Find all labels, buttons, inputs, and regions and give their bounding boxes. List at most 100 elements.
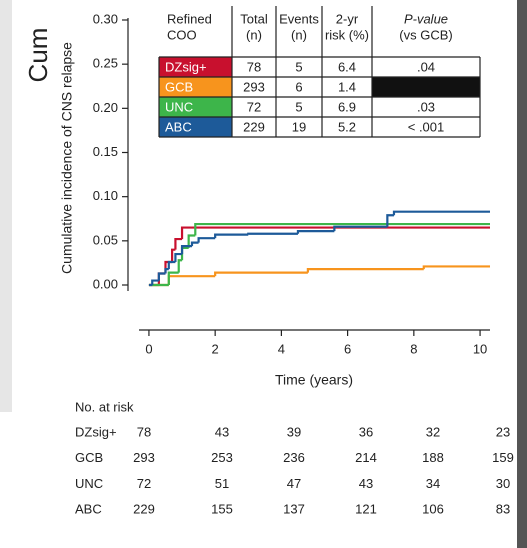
- table-cell: 1.4: [338, 79, 356, 94]
- table-header: risk (%): [325, 27, 369, 42]
- table-cell: 6.4: [338, 59, 356, 74]
- step-segment: [306, 268, 424, 273]
- table-header: (n): [246, 27, 262, 42]
- legend-label: ABC: [165, 119, 192, 134]
- x-tick-label: 2: [212, 341, 219, 356]
- at-risk-count: 32: [426, 424, 440, 439]
- at-risk-label: ABC: [75, 502, 102, 517]
- step-segment: [422, 265, 490, 270]
- table-cell: 5.2: [338, 119, 356, 134]
- at-risk-count: 188: [422, 450, 444, 465]
- step-segment: [157, 272, 166, 281]
- at-risk-count: 39: [287, 424, 301, 439]
- table-header: (n): [291, 27, 307, 42]
- y-tick-label: 0.25: [93, 56, 118, 71]
- at-risk-count: 159: [492, 450, 514, 465]
- at-risk-count: 253: [211, 450, 233, 465]
- step-segment: [187, 234, 196, 248]
- y-tick-label: 0.15: [93, 144, 118, 159]
- legend-label: DZsig+: [165, 59, 207, 74]
- at-risk-count: 30: [496, 476, 510, 491]
- table-cell: < .001: [408, 119, 445, 134]
- step-segment: [177, 259, 183, 273]
- y-tick-label: 0.30: [93, 11, 118, 26]
- step-segment: [333, 225, 388, 232]
- x-tick-label: 6: [344, 341, 351, 356]
- at-risk-count: 293: [133, 450, 155, 465]
- at-risk-count: 121: [355, 502, 377, 517]
- y-axis-label: Cumulative incidence of CNS relapse: [59, 42, 75, 274]
- table-header: COO: [167, 27, 197, 42]
- table-header: 2-yr: [336, 11, 359, 26]
- step-segment: [214, 233, 249, 239]
- at-risk-count: 83: [496, 502, 510, 517]
- side-strip: [0, 0, 12, 412]
- at-risk-count: 36: [359, 424, 373, 439]
- y-tick-label: 0.00: [93, 276, 118, 291]
- step-segment: [174, 252, 183, 263]
- at-risk-count: 47: [287, 476, 301, 491]
- at-risk-count: 106: [422, 502, 444, 517]
- step-segment: [171, 248, 176, 263]
- table-header: Total: [240, 11, 268, 26]
- table-cell: 6: [295, 79, 302, 94]
- at-risk-count: 155: [211, 502, 233, 517]
- table-cell: 229: [243, 119, 265, 134]
- x-tick-label: 0: [145, 341, 152, 356]
- at-risk-count: 43: [359, 476, 373, 491]
- at-risk-count: 23: [496, 424, 510, 439]
- legend-swatch: [159, 117, 232, 137]
- blank-cell: [372, 77, 480, 97]
- at-risk-count: 34: [426, 476, 440, 491]
- step-segment: [180, 245, 192, 255]
- table-cell: 5: [295, 59, 302, 74]
- table-header: (vs GCB): [399, 27, 452, 42]
- x-tick-label: 8: [410, 341, 417, 356]
- at-risk-count: 43: [215, 424, 229, 439]
- step-segment: [167, 271, 179, 285]
- step-segment: [197, 237, 216, 243]
- step-segment: [174, 237, 183, 250]
- table-header: P-value: [404, 11, 448, 26]
- step-segment: [194, 222, 490, 236]
- at-risk-count: 236: [283, 450, 305, 465]
- step-segment: [167, 275, 216, 285]
- y-tick-label: 0.10: [93, 188, 118, 203]
- x-tick-label: 10: [473, 341, 487, 356]
- table-cell: 6.9: [338, 99, 356, 114]
- at-risk-count: 72: [137, 476, 151, 491]
- legend-swatch: [159, 97, 232, 117]
- step-segment: [167, 260, 176, 270]
- step-segment: [180, 226, 490, 240]
- table-cell: 5: [295, 99, 302, 114]
- at-risk-count: 137: [283, 502, 305, 517]
- legend-swatch: [159, 57, 232, 77]
- at-risk-label: DZsig+: [75, 424, 117, 439]
- step-segment: [164, 268, 169, 274]
- at-risk-count: 78: [137, 424, 151, 439]
- x-axis-label: Time (years): [275, 372, 353, 388]
- table-cell: .03: [417, 99, 435, 114]
- table-cell: 19: [292, 119, 306, 134]
- legend-swatch: [159, 77, 232, 97]
- y-tick-label: 0.20: [93, 100, 118, 115]
- y-tick-label: 0.05: [93, 232, 118, 247]
- table-cell: 78: [247, 59, 261, 74]
- at-risk-label: GCB: [75, 450, 103, 465]
- at-risk-count: 51: [215, 476, 229, 491]
- step-segment: [214, 271, 308, 277]
- edge-strip: [517, 0, 527, 548]
- table-cell: 72: [247, 99, 261, 114]
- step-segment: [247, 232, 298, 235]
- table-cell: .04: [417, 59, 435, 74]
- step-segment: [392, 210, 490, 216]
- at-risk-label: UNC: [75, 476, 103, 491]
- step-segment: [151, 279, 159, 285]
- at-risk-count: 229: [133, 502, 155, 517]
- table-cell: 293: [243, 79, 265, 94]
- legend-label: UNC: [165, 99, 193, 114]
- cropped-text: Cum: [23, 28, 53, 83]
- table-header: Events: [279, 11, 319, 26]
- at-risk-count: 214: [355, 450, 377, 465]
